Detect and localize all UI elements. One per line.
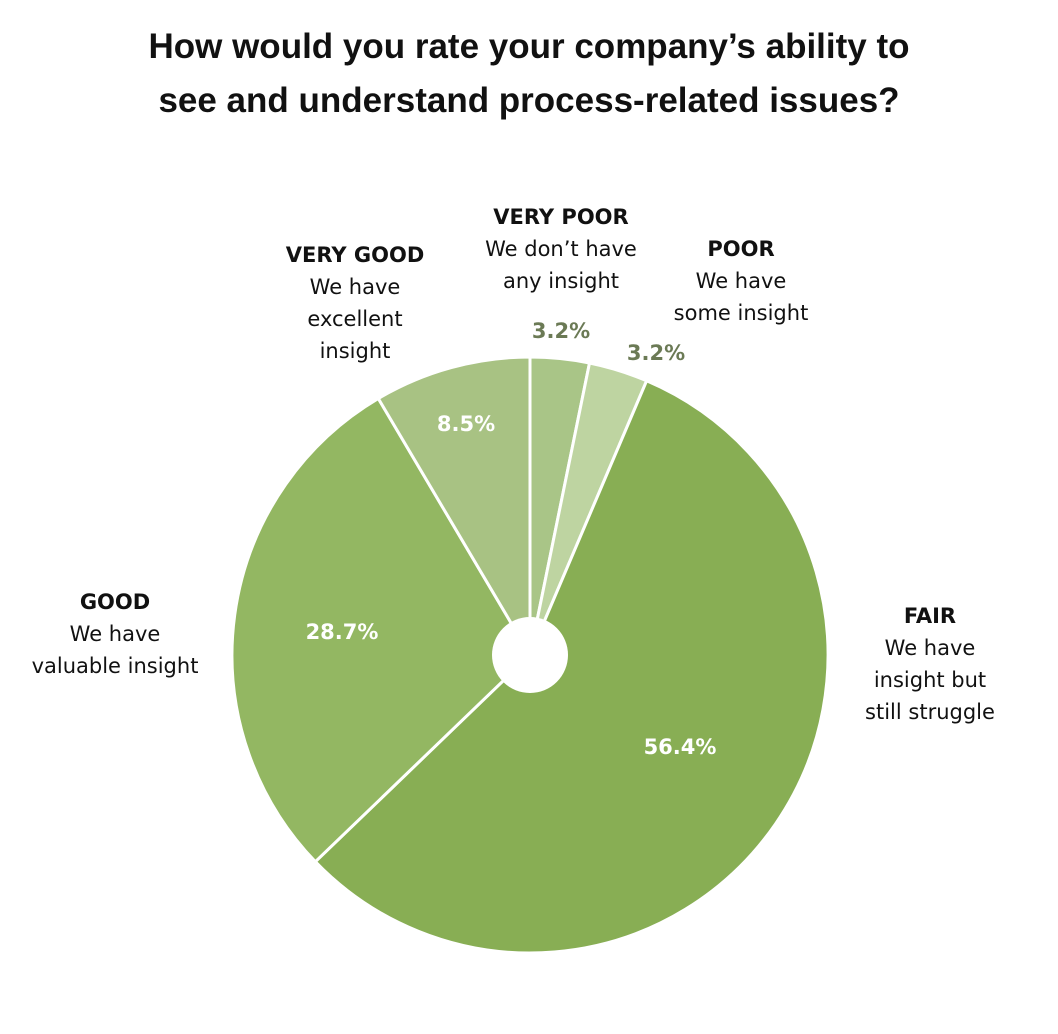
category-description-good: valuable insight (32, 654, 199, 678)
category-description-good: We have (70, 622, 161, 646)
pie-slices (230, 355, 830, 955)
chart-title-line-2: see and understand process-related issue… (158, 81, 899, 120)
category-description-poor: some insight (674, 301, 809, 325)
category-description-very-good: excellent (307, 307, 402, 331)
value-label-very-poor: 3.2% (532, 319, 590, 343)
category-name-very-poor: VERY POOR (493, 205, 628, 229)
value-label-fair: 56.4% (644, 735, 717, 759)
category-name-poor: POOR (707, 237, 774, 261)
category-description-fair: still struggle (865, 700, 995, 724)
category-description-very-poor: any insight (503, 269, 619, 293)
pie-slice-good (230, 397, 532, 864)
category-description-very-poor: We don’t have (485, 237, 637, 261)
category-name-very-good: VERY GOOD (286, 243, 425, 267)
value-label-poor: 3.2% (627, 341, 685, 365)
pie-slice-fair (313, 379, 830, 955)
category-description-fair: We have (885, 636, 976, 660)
chart-title-line-1: How would you rate your company’s abilit… (148, 27, 909, 66)
category-description-poor: We have (696, 269, 787, 293)
category-description-fair: insight but (874, 668, 986, 692)
category-name-fair: FAIR (904, 604, 956, 628)
value-label-good: 28.7% (306, 620, 379, 644)
slice-labels: 3.2% VERY POOR We don’t have any insight 3.2… (32, 205, 995, 759)
pie-slice-very-good (376, 355, 532, 657)
category-description-very-good: We have (310, 275, 401, 299)
category-description-very-good: insight (320, 339, 391, 363)
value-label-very-good: 8.5% (437, 412, 495, 436)
center-hole (492, 617, 568, 693)
category-name-good: GOOD (80, 590, 150, 614)
